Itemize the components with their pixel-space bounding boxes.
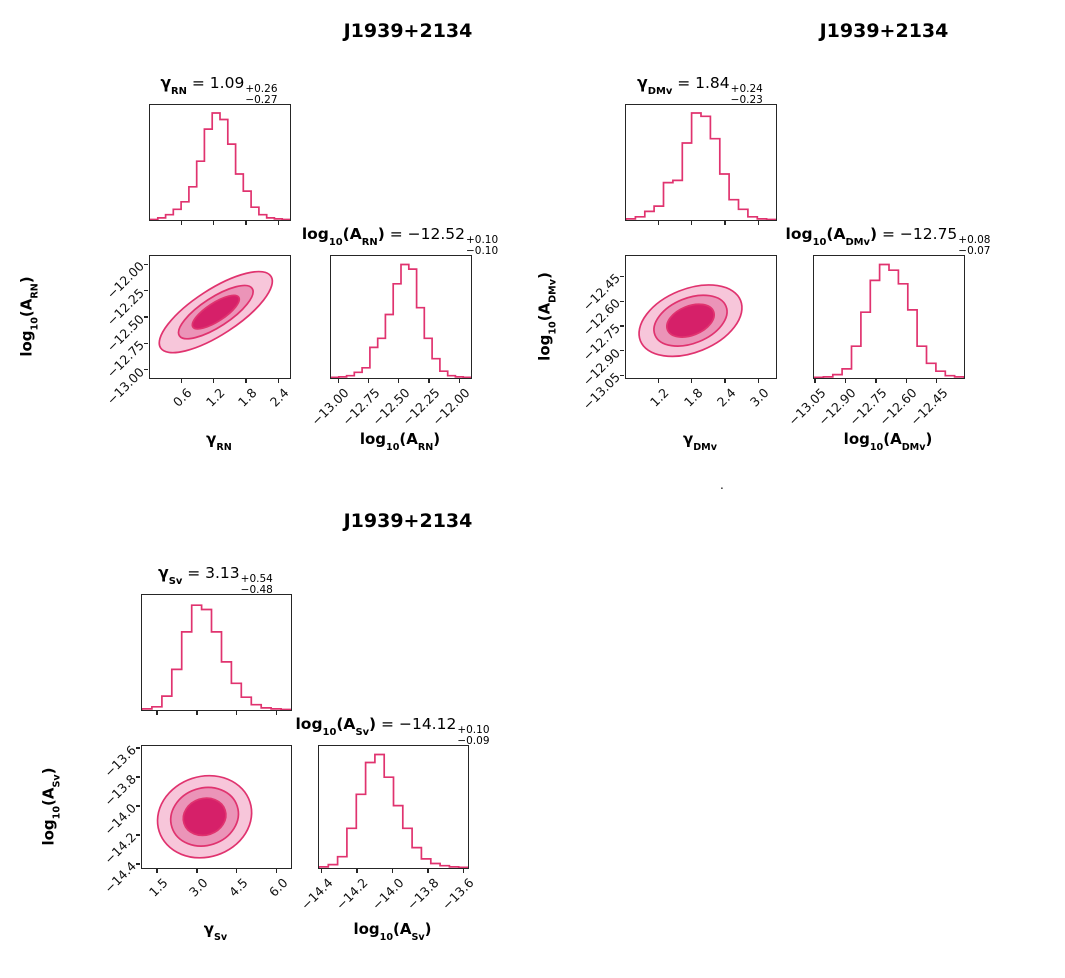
gamma-stat-title: γDMv = 1.84 +0.24 −0.23 bbox=[637, 74, 763, 106]
x-tick-mark bbox=[814, 378, 816, 383]
x-tick-mark bbox=[391, 868, 394, 873]
y-tick-mark bbox=[135, 747, 140, 749]
x-tick-mark bbox=[276, 710, 278, 715]
amp-histogram-svg bbox=[319, 753, 468, 868]
x-tick-mark bbox=[428, 378, 430, 383]
y-tick-mark bbox=[135, 776, 140, 778]
x-tick-mark bbox=[398, 378, 400, 383]
gamma-histogram-svg bbox=[142, 604, 291, 710]
x-tick-mark bbox=[156, 710, 158, 715]
pulsar-title: J1939+2134 bbox=[343, 510, 473, 532]
amp-axis-label: log10(ASv) bbox=[353, 920, 432, 943]
x-tick-mark bbox=[276, 868, 278, 873]
y-tick-mark bbox=[143, 342, 148, 345]
amp-histogram-svg bbox=[814, 263, 964, 378]
x-tick-mark bbox=[196, 868, 198, 873]
y-tick-mark bbox=[619, 325, 624, 327]
x-tick-mark bbox=[180, 220, 182, 225]
x-tick-mark bbox=[245, 378, 247, 383]
x-tick-mark bbox=[757, 220, 760, 225]
x-tick-mark bbox=[213, 378, 215, 383]
amp-histogram-panel bbox=[318, 745, 469, 869]
corner-plot-2: J1939+2134 γSv = 3.13 +0.54 −0.48 log10(ASv)… bbox=[0, 490, 560, 968]
x-tick-mark bbox=[196, 710, 198, 715]
gamma-axis-label: γDMv bbox=[683, 430, 717, 453]
contour-2d-panel bbox=[141, 745, 292, 869]
y-tick-mark bbox=[143, 316, 148, 318]
y-tick-mark bbox=[135, 834, 140, 836]
y-tick-mark bbox=[143, 290, 148, 292]
contour-2d-svg bbox=[638, 284, 743, 358]
x-tick-mark bbox=[458, 378, 460, 383]
gamma-histogram-panel bbox=[149, 104, 291, 221]
x-tick-mark bbox=[356, 868, 358, 873]
contour-2d-panel bbox=[149, 255, 291, 379]
x-tick-mark bbox=[724, 220, 726, 225]
y-tick-mark bbox=[619, 350, 624, 352]
gamma-histogram-panel bbox=[625, 104, 777, 221]
x-tick-mark bbox=[156, 868, 158, 873]
stray-dot: . bbox=[720, 478, 724, 492]
amp-stat-title: log10(ADMv) = −12.75 +0.08 −0.07 bbox=[785, 225, 991, 257]
x-tick-mark bbox=[691, 220, 693, 225]
gamma-histogram-svg bbox=[150, 112, 290, 220]
gamma-stat-title: γSv = 3.13 +0.54 −0.48 bbox=[158, 564, 273, 596]
y-tick-mark bbox=[143, 263, 148, 266]
amp-axis-label: log10(ARN) bbox=[359, 430, 441, 453]
contour-2d-svg bbox=[156, 774, 253, 859]
amp-yaxis-label: log10(ADMv) bbox=[535, 272, 559, 361]
x-tick-mark bbox=[337, 378, 340, 383]
gamma-histogram-panel bbox=[141, 594, 292, 711]
y-tick-mark bbox=[143, 369, 148, 371]
y-tick-mark bbox=[619, 374, 624, 377]
amp-yaxis-label: log10(ARN) bbox=[17, 276, 41, 357]
contour-2d-panel bbox=[625, 255, 777, 379]
y-tick-mark bbox=[619, 275, 624, 278]
x-tick-mark bbox=[180, 378, 182, 383]
amp-histogram-panel bbox=[330, 255, 472, 379]
pulsar-title: J1939+2134 bbox=[819, 20, 949, 42]
gamma-stat-title: γRN = 1.09 +0.26 −0.27 bbox=[160, 74, 278, 106]
amp-yaxis-label: log10(ASv) bbox=[39, 767, 63, 846]
x-tick-mark bbox=[724, 378, 726, 383]
amp-axis-label: log10(ADMv) bbox=[843, 430, 933, 453]
gamma-axis-label: γRN bbox=[206, 430, 232, 453]
x-tick-mark bbox=[462, 868, 465, 873]
x-tick-label: 6.0 bbox=[265, 875, 291, 900]
x-tick-mark bbox=[657, 220, 660, 225]
x-tick-mark bbox=[936, 378, 938, 383]
x-tick-mark bbox=[427, 868, 429, 873]
x-tick-mark bbox=[277, 378, 279, 383]
y-tick-mark bbox=[619, 300, 624, 302]
amp-histogram-panel bbox=[813, 255, 965, 379]
amp-stat-title: log10(ASv) = −14.12 +0.10 −0.09 bbox=[295, 715, 490, 747]
gamma-axis-label: γSv bbox=[203, 920, 228, 943]
x-tick-mark bbox=[320, 868, 323, 873]
x-tick-mark bbox=[277, 220, 279, 225]
x-tick-mark bbox=[236, 710, 238, 715]
x-tick-mark bbox=[236, 868, 238, 873]
x-tick-mark bbox=[875, 378, 877, 383]
y-tick-mark bbox=[135, 863, 140, 865]
amp-histogram-svg bbox=[331, 263, 471, 378]
x-tick-mark bbox=[757, 378, 760, 383]
x-tick-mark bbox=[245, 220, 247, 225]
gamma-histogram-svg bbox=[626, 112, 776, 220]
pulsar-title: J1939+2134 bbox=[343, 20, 473, 42]
contour-2d-svg bbox=[158, 270, 274, 354]
x-tick-mark bbox=[844, 378, 847, 383]
x-tick-mark bbox=[691, 378, 693, 383]
y-tick-mark bbox=[135, 805, 140, 807]
x-tick-mark bbox=[213, 220, 215, 225]
corner-plot-1: J1939+2134 γDMv = 1.84 +0.24 −0.23 log10(ADM… bbox=[476, 0, 1036, 478]
x-tick-mark bbox=[368, 378, 370, 383]
corner-plot-0: J1939+2134 γRN = 1.09 +0.26 −0.27 log10(ARN)… bbox=[0, 0, 560, 478]
amp-stat-title: log10(ARN) = −12.52 +0.10 −0.10 bbox=[301, 225, 499, 257]
x-tick-mark bbox=[905, 378, 907, 383]
x-tick-mark bbox=[657, 378, 660, 383]
